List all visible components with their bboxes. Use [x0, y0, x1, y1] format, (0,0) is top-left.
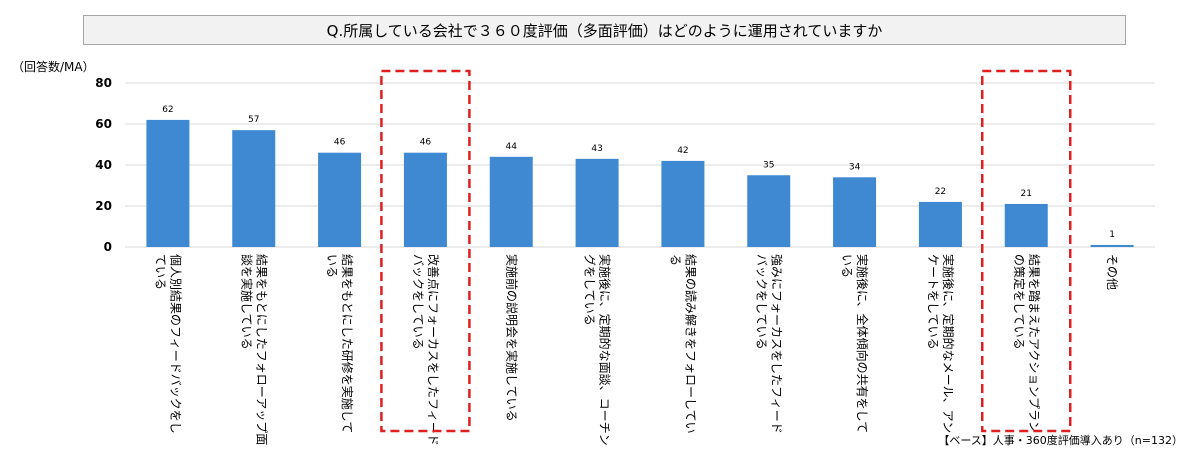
chart-title-box: Q.所属している会社で３６０度評価（多面評価）はどのように運用されていますか [83, 15, 1126, 45]
data-labels: 62 57 46 46 44 43 42 35 34 22 21 1 [162, 105, 1115, 240]
bar-5 [575, 158, 619, 247]
data-label-9: 22 [935, 187, 946, 197]
data-label-6: 42 [677, 146, 688, 156]
data-label-0: 62 [162, 105, 173, 115]
category-label-2-1: いる [325, 254, 339, 278]
y-axis-unit-label: （回答数/MA） [12, 60, 95, 74]
category-label-0-0: 個人別結果のフィードバックをし [168, 254, 182, 434]
y-tick-label-40: 40 [95, 158, 112, 172]
bar-6 [661, 160, 705, 247]
category-label-5-1: グをしている [583, 254, 597, 326]
category-label-5-0: 実施後に、定期的な面談、コーチン [598, 254, 613, 446]
category-label-8-0: 実施後に、全体傾向の共有をして [855, 254, 870, 433]
data-label-7: 35 [763, 160, 774, 170]
chart-title: Q.所属している会社で３６０度評価（多面評価）はどのように運用されていますか [326, 21, 883, 40]
category-label-6-1: る [668, 254, 682, 266]
bar-9 [918, 201, 962, 247]
category-label-7-1: バックをしている [754, 254, 768, 350]
data-label-10: 21 [1021, 189, 1032, 199]
category-label-1-0: 結果をもとにしたフォローアップ面 [254, 254, 268, 445]
data-label-3: 46 [420, 138, 432, 148]
bar-0 [146, 119, 190, 247]
category-label-8-1: いる [840, 254, 854, 278]
bar-8 [833, 177, 877, 247]
category-label-2-0: 結果をもとにした研修を実施して [340, 254, 355, 433]
bar-7 [747, 175, 791, 247]
y-axis-ticks: 0 20 40 60 80 [95, 76, 112, 254]
bar-11 [1090, 244, 1134, 247]
bar-1 [232, 130, 276, 247]
category-label-11-0: その他 [1105, 254, 1119, 290]
highlight-box-3 [380, 69, 471, 433]
category-label-0-1: ている [153, 254, 167, 290]
y-tick-label-20: 20 [95, 199, 112, 213]
y-tick-label-60: 60 [95, 117, 112, 131]
data-label-4: 44 [506, 142, 518, 152]
category-label-9-1: ケートをしている [926, 254, 940, 350]
data-label-11: 1 [1109, 230, 1115, 240]
data-label-2: 46 [334, 138, 346, 148]
y-tick-label-80: 80 [95, 76, 112, 90]
category-label-10-0: 結果を踏まえたアクションプラン [1027, 254, 1041, 433]
bar-3 [403, 152, 447, 247]
data-label-8: 34 [849, 162, 861, 172]
category-label-10-1: の策定をしている [1012, 254, 1027, 350]
category-label-6-0: 結果の読み解きをフォローしてい [683, 254, 698, 434]
bar-4 [489, 156, 533, 247]
highlight-box-10 [981, 69, 1072, 433]
data-label-1: 57 [248, 115, 259, 125]
category-label-7-0: 強みにフォーカスをしたフィード [769, 254, 783, 434]
category-label-3-0: 改善点にフォーカスをしたフィード [426, 254, 441, 446]
bar-10 [1004, 203, 1048, 247]
data-label-5: 43 [591, 144, 602, 154]
highlight-boxes [380, 69, 1072, 433]
category-label-4-0: 実施前の説明会を実施している [504, 254, 519, 422]
gridlines [125, 82, 1155, 248]
y-tick-label-0: 0 [104, 240, 112, 254]
category-label-3-1: バックをしている [411, 254, 425, 350]
category-label-9-0: 実施後に、定期的なメール、アン [941, 254, 956, 433]
base-footnote: 【ベース】人事・360度評価導入あり（n=132） [938, 434, 1183, 447]
bars [146, 119, 1134, 247]
bar-2 [318, 152, 362, 247]
category-label-1-1: 談を実施している [239, 254, 254, 350]
